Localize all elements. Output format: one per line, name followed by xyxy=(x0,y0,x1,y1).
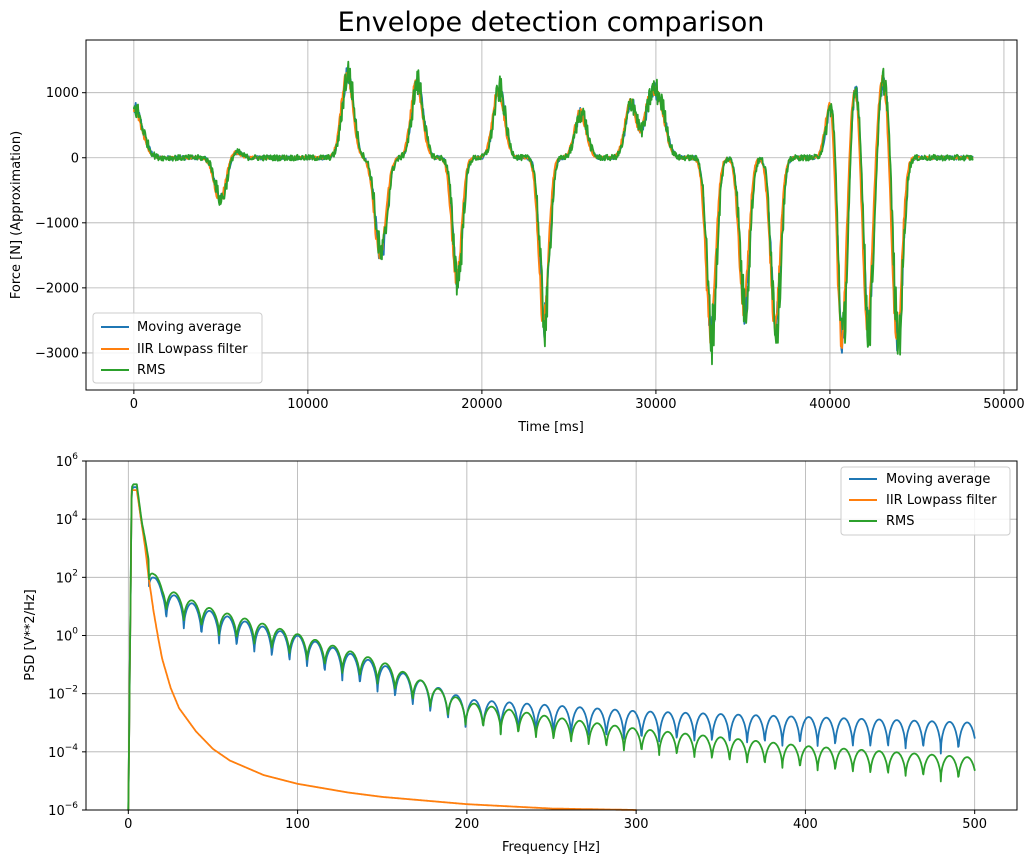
time-domain-axes: Envelope detection comparison 0 10000 2000… xyxy=(9,7,1025,435)
legend-label-iir: IIR Lowpass filter xyxy=(137,342,248,357)
psd-y-tick-label: 10−4 xyxy=(48,743,78,761)
psd-legend-label-moving-average: Moving average xyxy=(886,472,990,487)
psd-legend: Moving average IIR Lowpass filter RMS xyxy=(840,466,1011,536)
time-x-tick-label: 40000 xyxy=(809,397,850,412)
psd-y-tick-label: 104 xyxy=(56,510,79,528)
time-x-axis-label: Time [ms] xyxy=(517,420,584,435)
psd-y-axis-label: PSD [V**2/Hz] xyxy=(23,589,38,681)
psd-ticks: 0 100 200 300 400 500 10−6 10−4 10−2 100 102 104 106 xyxy=(48,452,987,832)
psd-line-rms xyxy=(127,483,976,811)
time-axes-frame xyxy=(85,39,1018,391)
psd-y-tick-label: 100 xyxy=(56,627,79,645)
legend-label-rms: RMS xyxy=(137,363,166,378)
psd-legend-label-iir: IIR Lowpass filter xyxy=(886,493,997,508)
time-series-lines xyxy=(133,60,974,366)
time-y-axis-label: Force [N] (Approximation) xyxy=(9,131,24,299)
psd-x-tick-label: 400 xyxy=(793,817,818,832)
psd-series-lines xyxy=(127,483,976,811)
time-y-tick-label: 1000 xyxy=(46,86,79,101)
psd-y-tick-label: 102 xyxy=(56,568,78,586)
psd-x-tick-label: 100 xyxy=(285,817,310,832)
psd-axes: 0 100 200 300 400 500 10−6 10−4 10−2 100 102 104 106… xyxy=(23,452,1018,855)
chart-title: Envelope detection comparison xyxy=(338,7,765,38)
time-y-tick-label: −2000 xyxy=(35,281,79,296)
time-legend: Moving average IIR Lowpass filter RMS xyxy=(92,312,263,384)
psd-x-axis-label: Frequency [Hz] xyxy=(502,840,600,855)
psd-y-tick-label: 106 xyxy=(56,452,79,470)
legend-label-moving-average: Moving average xyxy=(137,320,241,335)
time-x-tick-label: 50000 xyxy=(983,397,1024,412)
psd-x-tick-label: 300 xyxy=(624,817,649,832)
time-y-tick-label: −3000 xyxy=(35,346,79,361)
psd-legend-box xyxy=(840,466,1011,536)
psd-y-tick-label: 10−2 xyxy=(48,685,78,703)
psd-x-tick-label: 0 xyxy=(124,817,132,832)
psd-x-tick-label: 200 xyxy=(454,817,479,832)
time-line-rms xyxy=(133,60,974,366)
time-ticks: 0 10000 20000 30000 40000 50000−3000−2000−100… xyxy=(35,86,1025,412)
psd-line-iir xyxy=(127,489,637,811)
time-legend-box xyxy=(92,312,263,384)
time-y-tick-label: −1000 xyxy=(35,216,79,231)
time-x-tick-label: 20000 xyxy=(461,397,502,412)
time-x-tick-label: 0 xyxy=(130,397,138,412)
psd-x-tick-label: 500 xyxy=(962,817,987,832)
psd-line-moving-average xyxy=(127,486,976,811)
psd-legend-label-rms: RMS xyxy=(886,514,915,529)
time-x-tick-label: 10000 xyxy=(287,397,328,412)
psd-y-tick-label: 10−6 xyxy=(48,801,78,819)
time-x-tick-label: 30000 xyxy=(635,397,676,412)
time-y-tick-label: 0 xyxy=(71,151,79,166)
